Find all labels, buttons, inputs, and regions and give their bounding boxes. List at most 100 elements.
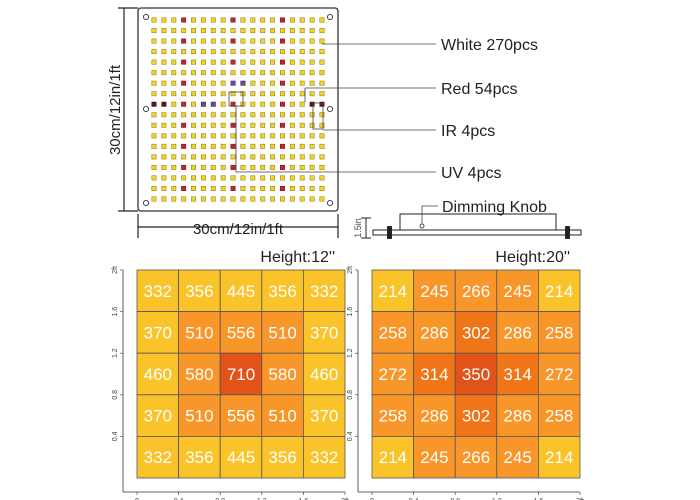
white-led — [289, 101, 295, 107]
white-led — [191, 101, 196, 107]
uv-led — [230, 80, 236, 86]
white-led — [220, 49, 226, 55]
ppfd-cell-value: 245 — [503, 448, 531, 467]
white-led — [210, 196, 216, 202]
y-tick-label: 0.4 — [347, 431, 354, 441]
white-led — [299, 91, 305, 97]
white-led — [270, 133, 276, 139]
white-led — [200, 143, 206, 149]
white-led — [270, 70, 276, 76]
ppfd-cell-value: 332 — [310, 282, 338, 301]
white-led — [289, 70, 295, 76]
white-led — [220, 175, 226, 181]
white-led — [280, 91, 285, 97]
white-led — [191, 196, 196, 202]
white-led — [309, 70, 315, 76]
ppfd-cell — [219, 311, 263, 354]
white-led — [171, 154, 177, 160]
red-led — [280, 59, 285, 65]
ppfd-map-title: Height:12'' — [260, 249, 335, 266]
led-legend: White 270pcs Red 54pcs IR 4pcs UV 4pcs — [228, 37, 538, 182]
ppfd-cell — [302, 269, 346, 312]
ppfd-cell — [371, 269, 414, 312]
white-led — [151, 175, 157, 181]
white-led — [319, 91, 325, 97]
led-label-uv: UV 4pcs — [441, 165, 501, 182]
board-outline — [137, 7, 339, 212]
white-led — [151, 17, 157, 23]
red-led — [181, 59, 187, 65]
ppfd-cell-value: 266 — [462, 448, 490, 467]
led-board — [137, 7, 339, 212]
ppfd-cell-value: 556 — [227, 323, 255, 342]
white-led — [260, 133, 266, 139]
white-led — [181, 70, 187, 76]
white-led — [270, 101, 276, 107]
white-led — [309, 164, 315, 170]
white-led — [200, 154, 206, 160]
white-led — [220, 143, 226, 149]
white-led — [250, 122, 256, 128]
white-led — [200, 80, 206, 86]
white-led — [200, 49, 206, 55]
white-led — [240, 175, 246, 181]
x-tick-label: 0.4 — [174, 498, 184, 500]
white-led — [230, 112, 236, 118]
red-led — [280, 38, 285, 44]
white-led — [260, 59, 266, 65]
y-tick-label: 0.8 — [112, 390, 119, 400]
uv-led — [200, 101, 206, 107]
white-led — [191, 112, 196, 118]
white-led — [161, 133, 167, 139]
ppfd-cell-value: 314 — [420, 365, 448, 384]
ppfd-cell-value: 245 — [420, 282, 448, 301]
white-led — [299, 49, 305, 55]
white-led — [299, 196, 305, 202]
white-led — [171, 112, 177, 118]
side-view: 1.5in Dimming Knob — [353, 199, 582, 239]
white-led — [299, 133, 305, 139]
white-led — [191, 91, 196, 97]
ppfd-cell — [136, 352, 179, 396]
ppfd-cell-value: 286 — [503, 407, 531, 426]
white-led — [230, 28, 236, 33]
white-led — [191, 80, 196, 86]
red-led — [280, 186, 285, 191]
white-led — [210, 133, 216, 139]
white-led — [270, 112, 276, 118]
white-led — [309, 186, 315, 191]
white-led — [161, 175, 167, 181]
led-label-ir: IR 4pcs — [441, 123, 495, 140]
white-led — [260, 112, 266, 118]
white-led — [220, 133, 226, 139]
white-led — [210, 49, 216, 55]
white-led — [240, 154, 246, 160]
white-led — [230, 91, 236, 97]
ppfd-cell-value: 556 — [227, 407, 255, 426]
white-led — [161, 38, 167, 44]
white-led — [289, 133, 295, 139]
ppfd-cell-value: 510 — [268, 407, 296, 426]
white-led — [240, 59, 246, 65]
white-led — [151, 133, 157, 139]
white-led — [200, 112, 206, 118]
white-led — [220, 38, 226, 44]
white-led — [210, 91, 216, 97]
white-led — [289, 143, 295, 149]
ppfd-cell-value: 510 — [185, 407, 213, 426]
ppfd-cell-value: 214 — [545, 448, 573, 467]
white-led — [280, 133, 285, 139]
red-led — [230, 122, 236, 128]
ppfd-cell — [178, 352, 221, 396]
ppfd-cell — [261, 394, 304, 437]
white-led — [309, 49, 315, 55]
board-dimensions: 30cm/12in/1ft 30cm/12in/1ft — [107, 7, 339, 238]
white-led — [250, 196, 256, 202]
white-led — [161, 59, 167, 65]
white-led — [240, 17, 246, 23]
white-led — [240, 143, 246, 149]
white-led — [270, 28, 276, 33]
board-width-label: 30cm/12in/1ft — [193, 221, 284, 238]
ppfd-cell-value: 580 — [185, 365, 213, 384]
white-led — [299, 59, 305, 65]
